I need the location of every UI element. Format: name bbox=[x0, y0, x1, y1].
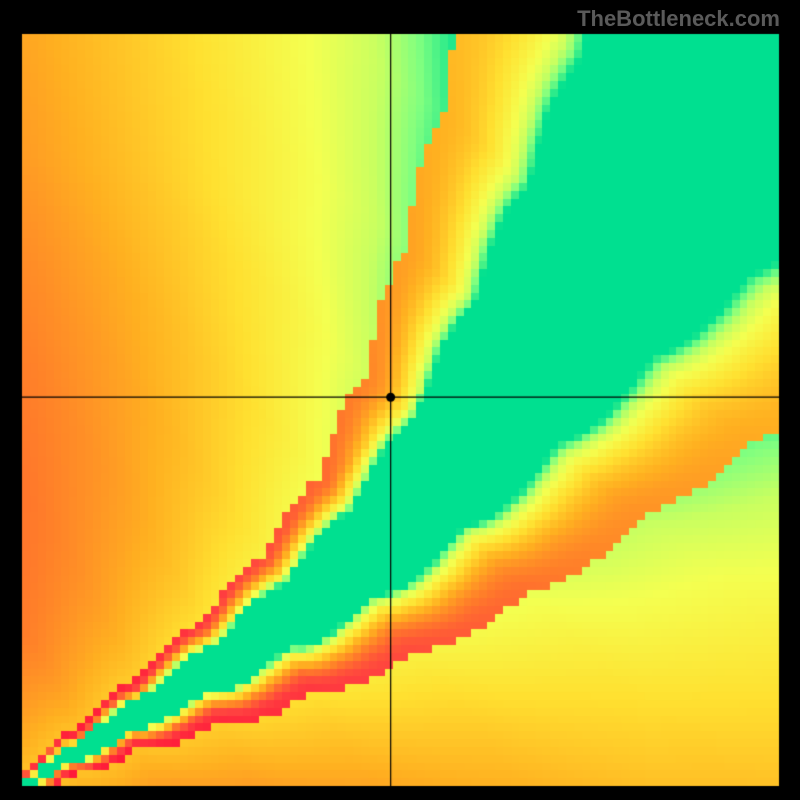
watermark-text: TheBottleneck.com bbox=[577, 6, 780, 32]
heatmap-canvas bbox=[0, 0, 800, 800]
chart-container: TheBottleneck.com bbox=[0, 0, 800, 800]
